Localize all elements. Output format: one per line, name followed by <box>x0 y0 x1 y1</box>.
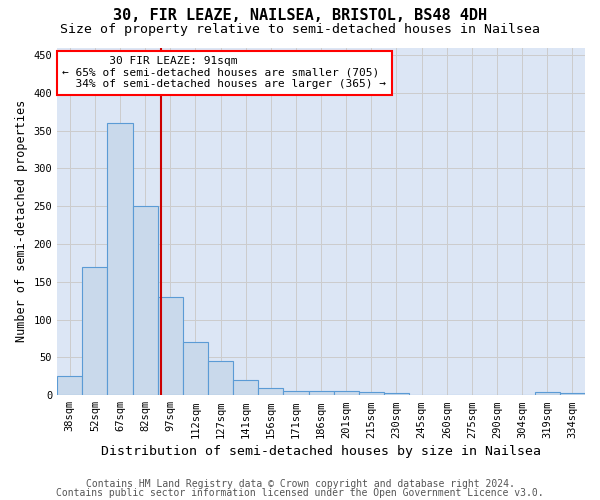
Text: Contains HM Land Registry data © Crown copyright and database right 2024.: Contains HM Land Registry data © Crown c… <box>86 479 514 489</box>
Bar <box>208 361 233 395</box>
Bar <box>308 390 334 395</box>
Text: Size of property relative to semi-detached houses in Nailsea: Size of property relative to semi-detach… <box>60 22 540 36</box>
X-axis label: Distribution of semi-detached houses by size in Nailsea: Distribution of semi-detached houses by … <box>101 444 541 458</box>
Bar <box>334 392 359 395</box>
Bar <box>57 376 82 395</box>
Bar <box>384 393 409 395</box>
Bar <box>233 380 258 395</box>
Y-axis label: Number of semi-detached properties: Number of semi-detached properties <box>15 100 28 342</box>
Bar <box>283 390 308 395</box>
Bar <box>560 393 585 395</box>
Bar <box>82 266 107 395</box>
Bar <box>535 392 560 395</box>
Text: 30, FIR LEAZE, NAILSEA, BRISTOL, BS48 4DH: 30, FIR LEAZE, NAILSEA, BRISTOL, BS48 4D… <box>113 8 487 22</box>
Text: 30 FIR LEAZE: 91sqm
← 65% of semi-detached houses are smaller (705)
  34% of sem: 30 FIR LEAZE: 91sqm ← 65% of semi-detach… <box>62 56 386 90</box>
Bar <box>107 123 133 395</box>
Bar <box>258 388 283 395</box>
Bar <box>158 297 183 395</box>
Text: Contains public sector information licensed under the Open Government Licence v3: Contains public sector information licen… <box>56 488 544 498</box>
Bar <box>183 342 208 395</box>
Bar <box>133 206 158 395</box>
Bar <box>359 392 384 395</box>
